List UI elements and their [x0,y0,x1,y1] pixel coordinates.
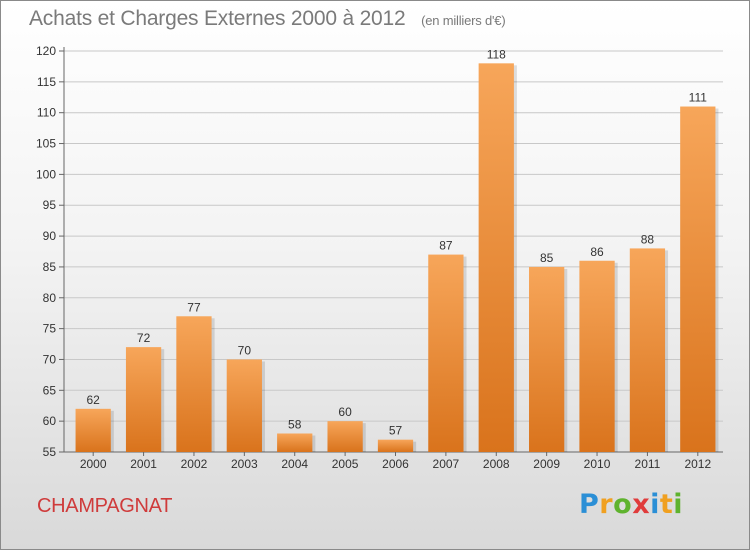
y-tick-label: 100 [36,167,56,181]
bar [377,439,414,452]
logo-letter: i [673,489,684,520]
proxiti-logo: Proxiti [579,489,683,520]
x-tick-label: 2000 [80,457,107,471]
bar [75,408,111,452]
bar [125,347,162,452]
data-label: 87 [439,239,453,253]
logo-letter: r [599,489,614,520]
x-tick-label: 2003 [231,457,258,471]
logo-letter: i [650,489,660,520]
data-label: 118 [487,47,506,61]
logo-letter: t [659,489,674,520]
y-tick-label: 105 [36,137,56,151]
logo-letter: P [579,489,600,520]
x-tick-label: 2007 [433,457,460,471]
chart-title: Achats et Charges Externes 2000 à 2012 (… [29,7,506,31]
y-tick-label: 65 [43,383,57,397]
data-label: 58 [288,417,302,431]
bar [579,260,615,452]
x-tick-label: 2010 [584,457,611,471]
data-label: 57 [389,424,403,438]
y-tick-label: 80 [43,291,57,305]
y-tick-label: 85 [43,260,57,274]
x-tick-label: 2009 [533,457,560,471]
y-tick-label: 70 [43,352,57,366]
x-tick-label: 2001 [130,457,157,471]
bar [529,266,565,452]
data-label: 62 [87,393,101,407]
y-tick-label: 55 [43,445,57,459]
y-tick-label: 115 [37,75,56,89]
bar [176,316,212,452]
x-tick-label: 2004 [281,457,308,471]
chart-subtitle: (en milliers d'€) [421,13,506,28]
data-label: 86 [590,245,604,259]
y-tick-label: 110 [37,106,56,120]
logo-letter: x [632,489,651,520]
x-tick-label: 2012 [684,457,711,471]
bar [327,421,363,452]
x-tick-label: 2008 [483,457,510,471]
bar [226,359,262,452]
chart-title-text: Achats et Charges Externes 2000 à 2012 [29,7,406,30]
bar [680,106,716,453]
bar [428,254,464,452]
data-label: 85 [540,251,554,265]
x-tick-label: 2011 [635,457,661,471]
commune-name: CHAMPAGNAT [37,495,173,517]
y-tick-label: 75 [43,322,57,336]
data-label: 70 [238,343,252,357]
bar [478,63,514,452]
data-label: 77 [187,300,201,314]
bar [277,433,313,452]
logo-letter: o [613,489,633,520]
bar [629,248,666,452]
y-tick-label: 95 [43,198,57,212]
data-label: 60 [338,405,352,419]
x-tick-label: 2005 [332,457,359,471]
y-tick-label: 60 [43,414,57,428]
x-tick-label: 2006 [382,457,409,471]
data-label: 88 [641,232,655,246]
x-tick-label: 2002 [181,457,208,471]
data-label: 72 [137,331,151,345]
data-label: 111 [689,91,708,105]
y-tick-label: 90 [43,229,57,243]
y-tick-label: 120 [36,44,56,58]
